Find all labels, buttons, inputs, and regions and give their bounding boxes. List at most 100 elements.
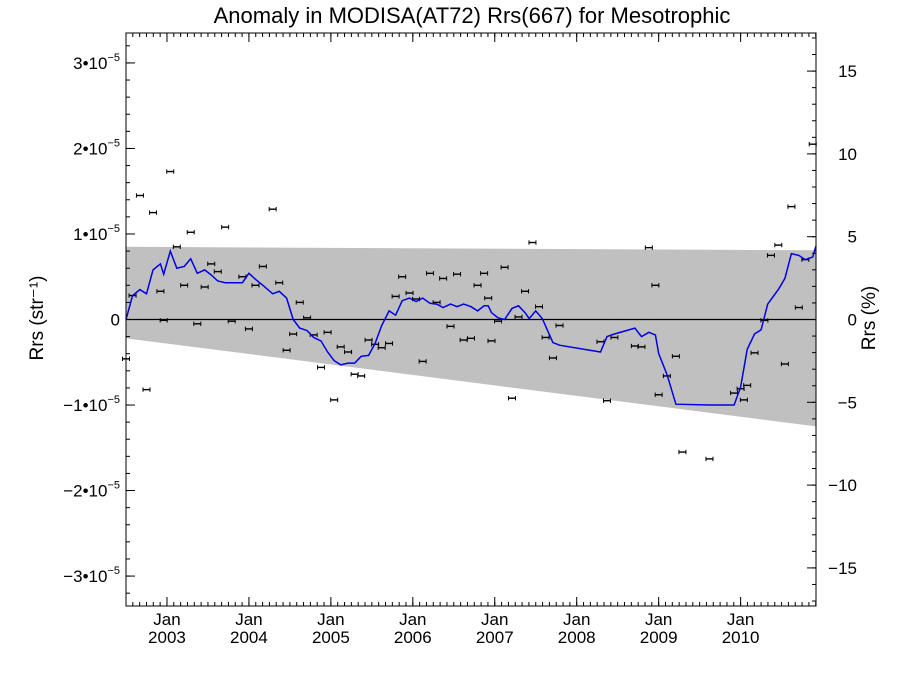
data-point: [156, 289, 165, 294]
data-point: [671, 354, 680, 359]
x-tick-label-month: Jan: [727, 610, 754, 629]
data-point: [654, 392, 663, 397]
data-point: [251, 283, 260, 288]
y-tick-label-right: −5: [838, 393, 857, 412]
y-tick-exponent: −5: [107, 52, 120, 64]
data-point: [295, 300, 304, 305]
data-point: [473, 283, 482, 288]
data-point: [282, 348, 291, 353]
data-point: [760, 318, 769, 323]
x-tick-label-month: Jan: [153, 610, 180, 629]
y-tick-label-left: −2•10−5: [63, 480, 120, 501]
x-tick-label-month: Jan: [317, 610, 344, 629]
data-point: [528, 240, 537, 245]
data-point: [637, 344, 646, 350]
data-point: [275, 280, 284, 285]
y-axis-right-label: Rrs (%): [859, 286, 880, 350]
y-tick-label-right: 5: [848, 228, 857, 247]
data-point: [521, 289, 530, 294]
x-tick-label-year: 2009: [640, 628, 678, 647]
data-point: [484, 295, 493, 301]
data-point: [541, 335, 550, 340]
data-point: [344, 349, 353, 355]
data-point: [787, 204, 796, 209]
data-point: [268, 206, 277, 212]
data-point: [159, 318, 168, 323]
data-point: [780, 361, 789, 367]
data-point: [548, 355, 557, 361]
data-point: [750, 350, 759, 356]
data-point: [186, 230, 195, 235]
data-point: [739, 397, 748, 403]
data-point: [323, 330, 332, 335]
data-point: [808, 141, 817, 147]
plot-area: [122, 141, 817, 462]
data-point: [303, 315, 312, 320]
data-point: [357, 373, 366, 379]
y-tick-label-right: −10: [828, 476, 857, 495]
y-tick-label-right: −15: [828, 559, 857, 578]
y-tick-exponent: −5: [107, 480, 120, 492]
data-point: [651, 283, 660, 288]
data-point: [467, 336, 475, 341]
data-point: [193, 321, 202, 326]
data-point: [336, 344, 345, 350]
smoothed-series-line: [125, 245, 817, 406]
data-point: [678, 449, 687, 455]
data-point: [350, 372, 359, 377]
data-point: [794, 305, 803, 310]
data-point: [535, 304, 544, 309]
data-point: [385, 341, 394, 346]
data-point: [213, 269, 222, 274]
x-tick-label-month: Jan: [645, 610, 672, 629]
data-point: [494, 319, 503, 324]
data-point: [743, 383, 752, 388]
x-tick-label-month: Jan: [235, 610, 262, 629]
y-tick-exponent: −5: [107, 565, 120, 577]
data-point: [364, 337, 373, 343]
uncertainty-band: [126, 246, 816, 427]
data-point: [172, 244, 181, 250]
data-point: [514, 314, 523, 320]
y-axis-left-label: Rrs (str⁻¹): [27, 276, 48, 361]
data-point: [507, 395, 516, 401]
y-tick-exponent: −5: [107, 394, 120, 406]
data-point: [149, 210, 158, 215]
data-point: [244, 326, 253, 332]
x-tick-label-year: 2004: [230, 628, 268, 647]
data-point: [500, 265, 509, 270]
x-tick-label-year: 2003: [148, 628, 186, 647]
data-point: [603, 398, 612, 403]
data-point: [330, 397, 339, 403]
data-point: [426, 271, 435, 276]
data-point: [405, 290, 414, 296]
axes: Jan2003Jan2004Jan2005Jan2006Jan2007Jan20…: [63, 32, 857, 647]
data-point: [258, 264, 267, 269]
data-point: [289, 331, 298, 337]
data-point: [207, 261, 216, 267]
y-tick-label-left: 1•10−5: [73, 223, 120, 244]
y-tick-label-right: 10: [838, 145, 857, 164]
data-point: [766, 253, 775, 258]
x-tick-label-year: 2005: [312, 628, 350, 647]
y-tick-exponent: −5: [107, 223, 120, 235]
data-point: [221, 224, 230, 230]
data-point: [480, 271, 489, 276]
x-tick-label-year: 2010: [722, 628, 760, 647]
x-tick-label-year: 2006: [394, 628, 432, 647]
data-point: [418, 359, 427, 364]
data-point: [446, 324, 455, 329]
data-point: [774, 242, 783, 248]
y-tick-label-right: 0: [848, 311, 857, 330]
data-point: [142, 387, 151, 392]
x-tick-label-month: Jan: [481, 610, 508, 629]
data-point: [317, 365, 326, 370]
data-point: [180, 283, 189, 288]
x-tick-label-year: 2007: [476, 628, 514, 647]
y-tick-label-right: 15: [838, 62, 857, 81]
y-tick-label-left: 2•10−5: [73, 137, 120, 158]
x-tick-label-month: Jan: [563, 610, 590, 629]
data-point: [453, 271, 462, 277]
y-tick-label-left: 0: [111, 311, 120, 330]
chart-title: Anomaly in MODISA(AT72) Rrs(667) for Mes…: [214, 3, 731, 28]
